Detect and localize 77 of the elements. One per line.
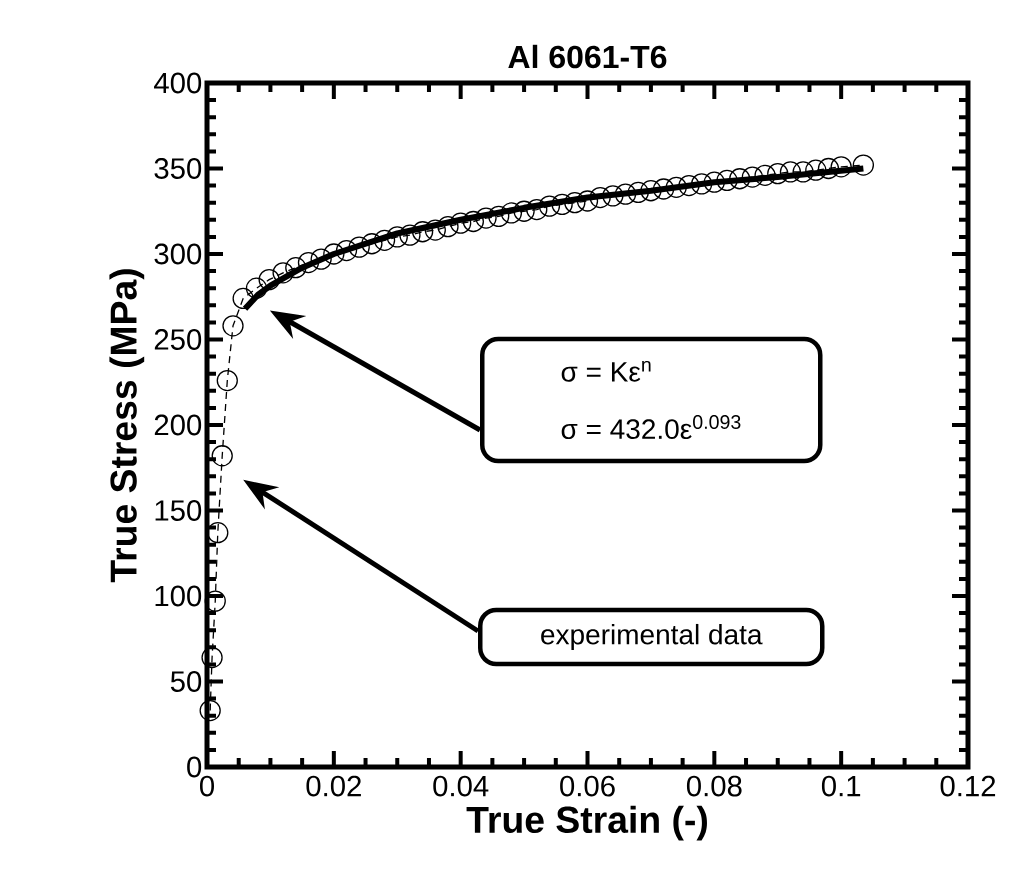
point xyxy=(665,176,687,198)
x-tick-label: 0.12 xyxy=(940,775,996,797)
point xyxy=(526,198,548,221)
point xyxy=(805,159,827,181)
annotation: experimental data xyxy=(541,623,763,651)
point xyxy=(729,168,751,190)
point xyxy=(741,166,764,188)
point xyxy=(232,287,254,310)
point xyxy=(652,178,675,200)
point xyxy=(716,169,738,192)
point xyxy=(285,257,307,279)
y-tick-label: 100 xyxy=(155,585,202,607)
point xyxy=(779,161,802,183)
point xyxy=(852,154,875,176)
point xyxy=(348,236,370,258)
point xyxy=(201,646,223,669)
y-axis-title: True Stress (MPa) xyxy=(109,269,145,583)
point xyxy=(678,174,700,197)
point xyxy=(297,251,320,274)
chart-title: Al 6061-T6 xyxy=(508,44,667,69)
point xyxy=(538,195,561,217)
annotation: σ = 432.0ε$^{0.093}$ xyxy=(561,415,741,440)
point xyxy=(614,183,637,205)
point xyxy=(551,193,573,216)
point xyxy=(399,224,421,246)
y-tick-label: 150 xyxy=(155,500,202,521)
point xyxy=(335,239,358,262)
point xyxy=(576,190,599,212)
point xyxy=(627,181,649,204)
point xyxy=(386,226,408,248)
point xyxy=(703,171,725,193)
y-tick-label: 350 xyxy=(154,158,202,179)
point xyxy=(424,219,446,241)
y-tick-label: 300 xyxy=(154,243,202,265)
annotation: σ = Kε$^{n}$ xyxy=(561,360,651,382)
x-tick-label: 0.06 xyxy=(560,775,615,797)
y-tick-label: 0 xyxy=(187,756,202,778)
point xyxy=(245,277,268,299)
point xyxy=(792,161,814,183)
point xyxy=(450,212,472,234)
point xyxy=(204,590,226,612)
x-tick-label: 0.1 xyxy=(821,775,861,797)
point xyxy=(602,185,624,207)
point xyxy=(475,207,497,229)
point xyxy=(323,243,345,265)
point xyxy=(222,315,244,337)
x-tick-label: 0.08 xyxy=(686,775,742,797)
point xyxy=(564,192,586,214)
point xyxy=(199,699,221,722)
x-tick-label: 0.02 xyxy=(306,775,361,797)
point xyxy=(640,180,662,202)
y-tick-label: 250 xyxy=(154,329,202,350)
point xyxy=(310,248,332,270)
point xyxy=(373,229,396,251)
point xyxy=(488,205,510,228)
x-tick-label: 0.04 xyxy=(433,775,489,797)
point xyxy=(437,215,459,238)
point xyxy=(211,445,233,467)
point xyxy=(258,268,280,291)
point xyxy=(817,157,840,180)
x-axis-title: True Strain (-) xyxy=(466,805,707,841)
y-tick-label: 400 xyxy=(154,72,202,94)
y-tick-label: 50 xyxy=(170,671,202,692)
point xyxy=(500,202,523,224)
point xyxy=(691,173,713,195)
point xyxy=(513,200,535,222)
point xyxy=(411,221,434,243)
point xyxy=(830,156,852,178)
point xyxy=(361,233,383,255)
y-tick-label: 200 xyxy=(154,414,202,436)
point xyxy=(272,262,294,284)
point xyxy=(589,186,611,209)
point xyxy=(754,164,776,186)
point xyxy=(767,162,789,185)
point xyxy=(207,522,229,544)
point xyxy=(216,369,238,392)
point xyxy=(462,210,484,233)
